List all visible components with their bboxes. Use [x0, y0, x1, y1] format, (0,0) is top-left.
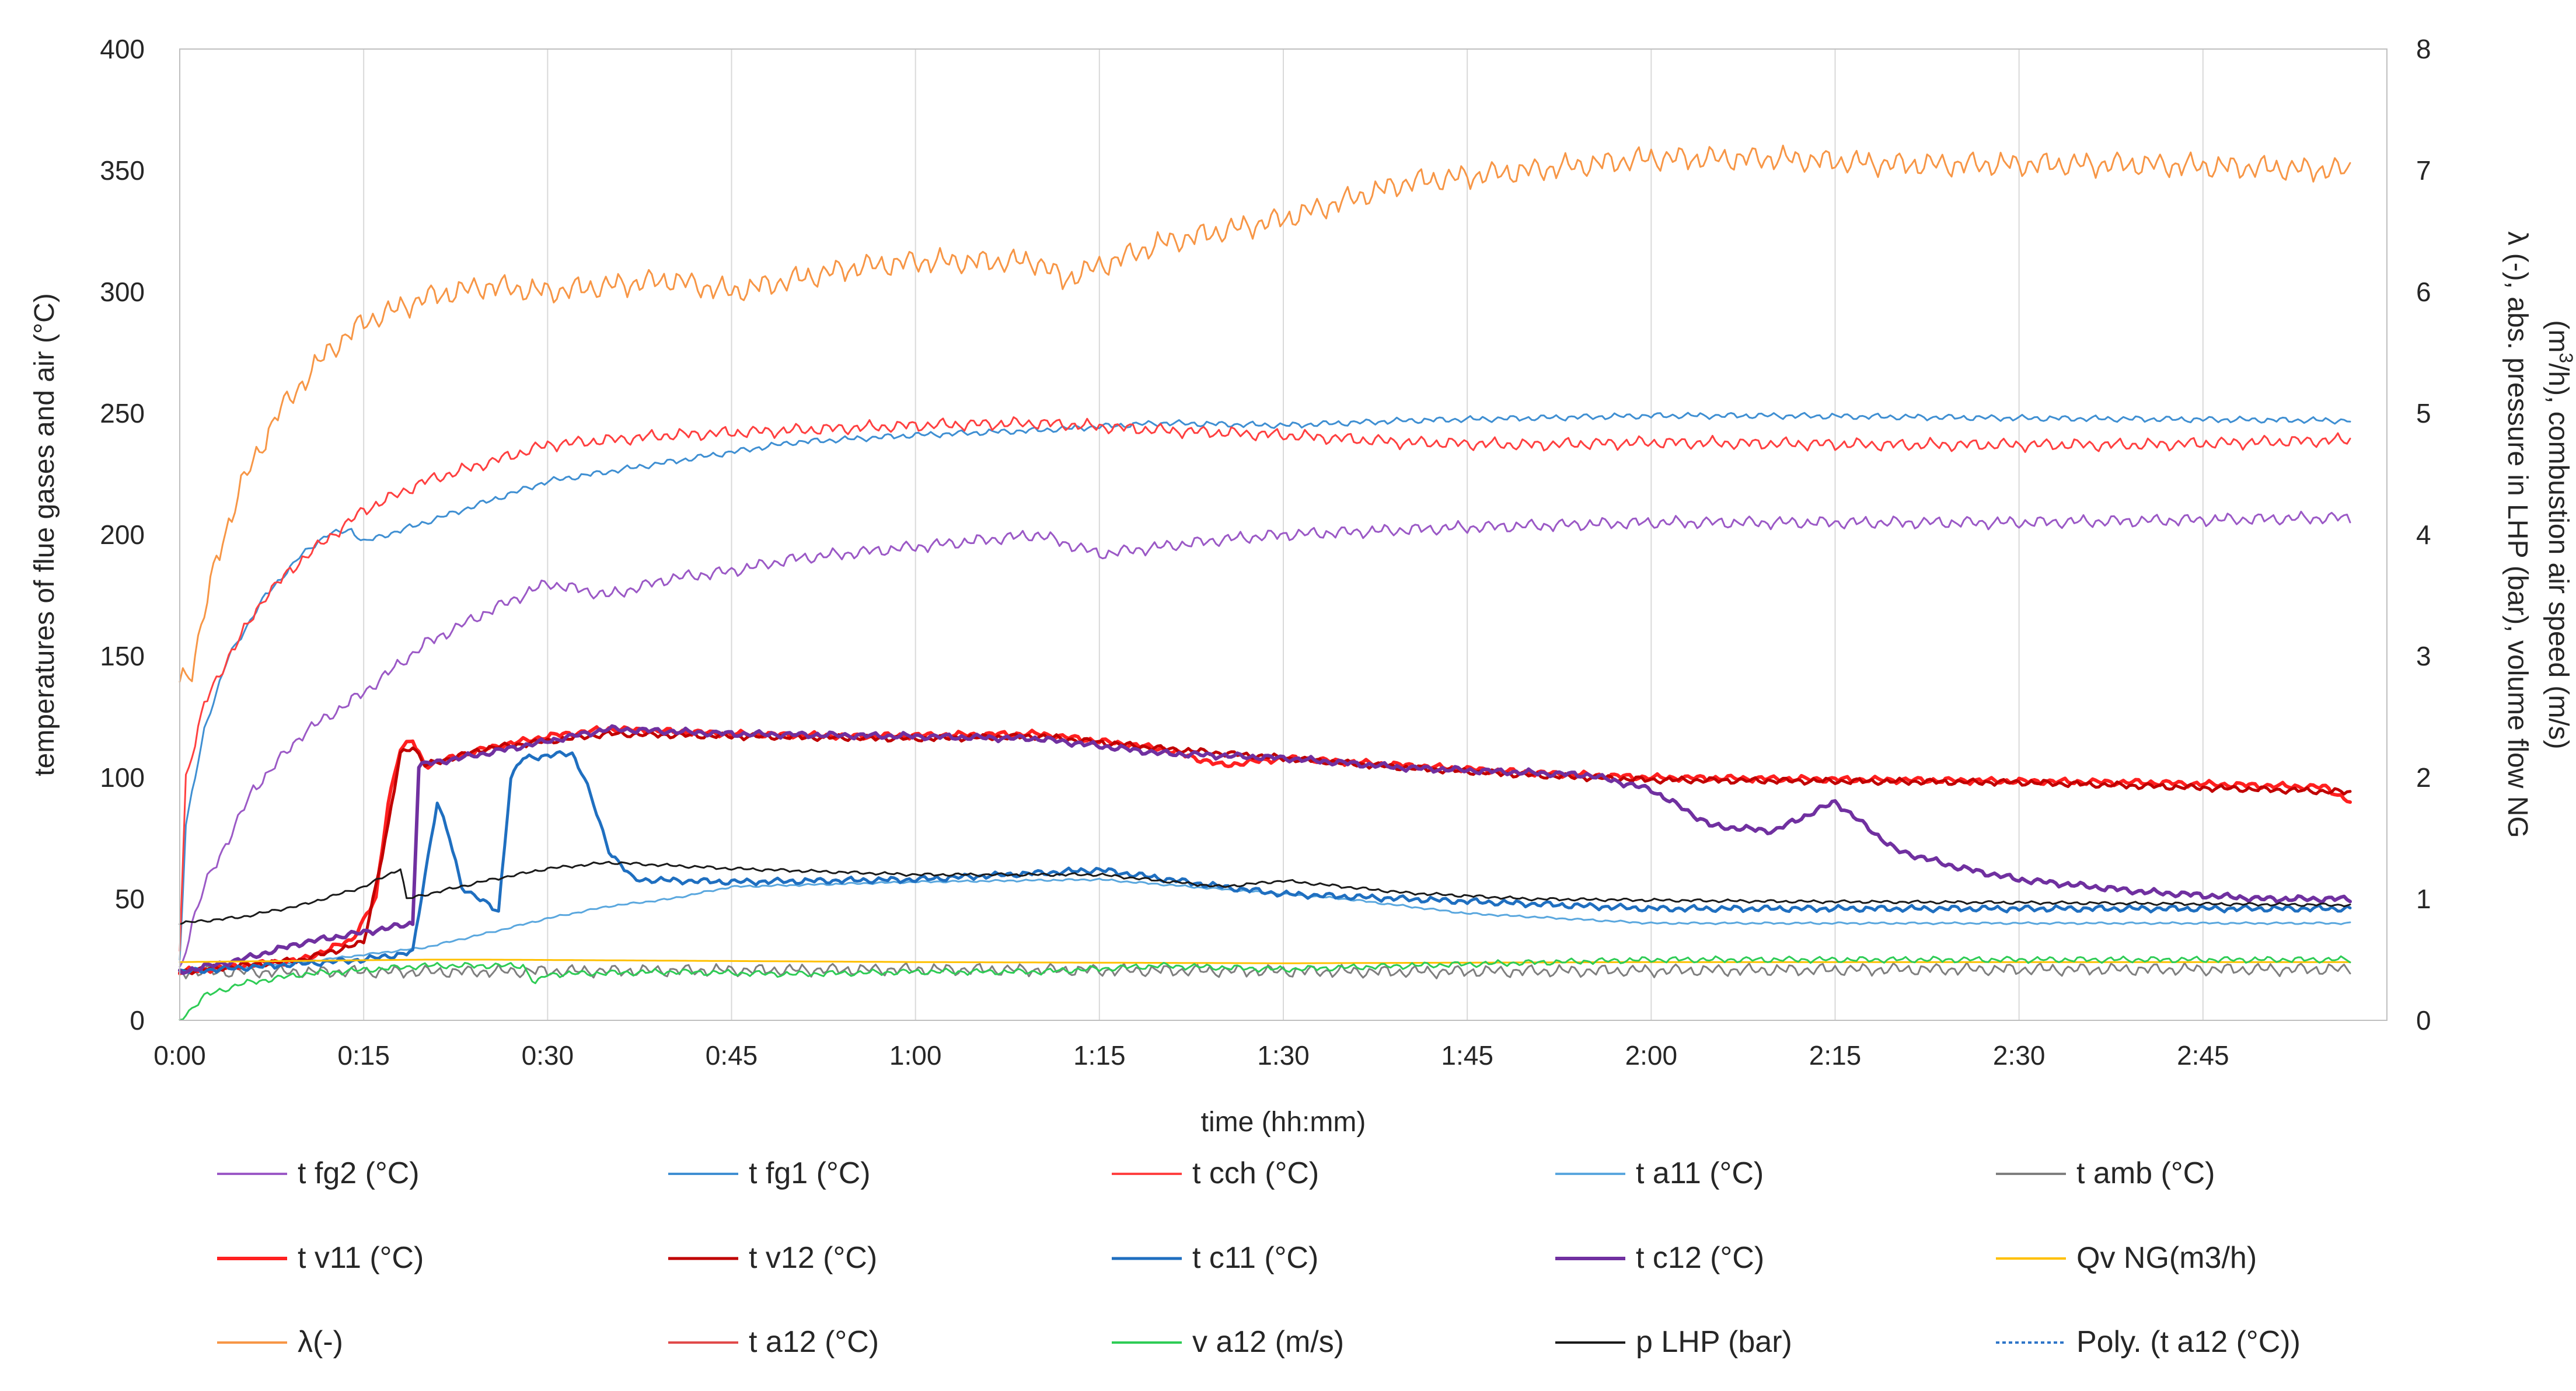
legend-label: t v11 (°C) — [298, 1241, 424, 1275]
y-right-tick-label: 1 — [2416, 884, 2431, 914]
legend-item: t cch (°C) — [1112, 1156, 1319, 1190]
y-right-axis-title-line1: λ (-), abs. pressure in LHP (bar), volum… — [2502, 231, 2533, 838]
legend-item: t amb (°C) — [1996, 1156, 2215, 1190]
y-left-tick-label: 0 — [130, 1005, 145, 1036]
y-right-tick-label: 0 — [2416, 1005, 2431, 1036]
axis-titles: time (hh:mm) temperatures of flue gases a… — [29, 231, 2576, 1138]
x-tick-label: 2:30 — [1993, 1040, 2046, 1071]
legend-label: p LHP (bar) — [1636, 1325, 1792, 1359]
x-tick-label: 2:00 — [1625, 1040, 1678, 1071]
x-tick-label: 2:15 — [1809, 1040, 1862, 1071]
y-right-tick-label: 3 — [2416, 641, 2431, 671]
x-tick-label: 1:00 — [889, 1040, 942, 1071]
legend-item: λ(-) — [217, 1325, 343, 1359]
legend-item: Qv NG(m3/h) — [1996, 1241, 2257, 1275]
legend-label: t amb (°C) — [2076, 1156, 2215, 1190]
plot-frame — [179, 48, 2387, 1021]
series-lines — [178, 144, 2352, 1021]
legend-item: p LHP (bar) — [1555, 1325, 1792, 1359]
legend-item: t fg2 (°C) — [217, 1156, 420, 1190]
legend-label: v a12 (m/s) — [1192, 1325, 1344, 1359]
y-right-axis-title-line2: (m3/h), combustion air speed (m/s) — [2543, 320, 2576, 749]
legend-label: Qv NG(m3/h) — [2076, 1241, 2257, 1275]
legend-label: t c11 (°C) — [1192, 1241, 1318, 1275]
legend-label: t a12 (°C) — [749, 1325, 879, 1359]
series-line — [179, 961, 2351, 979]
y-left-tick-label: 150 — [100, 641, 145, 671]
y-right-tick-label: 4 — [2416, 520, 2431, 550]
y-left-axis-title: temperatures of flue gases and air (°C) — [29, 293, 60, 776]
y-left-tick-label: 50 — [115, 884, 145, 914]
x-tick-label: 0:30 — [522, 1040, 574, 1071]
x-tick-label: 0:15 — [337, 1040, 390, 1071]
y-left-tick-label: 250 — [100, 398, 145, 428]
series-line — [178, 750, 2352, 974]
legend-label: t fg2 (°C) — [298, 1156, 420, 1190]
y-right-tick-label: 6 — [2416, 277, 2431, 307]
series-line — [179, 416, 2351, 952]
x-tick-label: 0:45 — [706, 1040, 758, 1071]
x-tick-label: 1:45 — [1441, 1040, 1493, 1071]
legend-item: t v11 (°C) — [217, 1241, 424, 1275]
y-left-tick-label: 200 — [100, 520, 145, 550]
legend-label: t a11 (°C) — [1636, 1156, 1764, 1190]
legend-item: t a12 (°C) — [668, 1325, 879, 1359]
y-right-tick-label: 8 — [2416, 34, 2431, 64]
y-left-tick-label: 300 — [100, 277, 145, 307]
series-line — [179, 412, 2351, 961]
legend-item: v a12 (m/s) — [1112, 1325, 1344, 1359]
vertical-gridlines — [179, 49, 2204, 1020]
x-tick-label: 1:30 — [1257, 1040, 1310, 1071]
legend-label: t c12 (°C) — [1636, 1241, 1764, 1275]
legend-item: Poly. (t a12 (°C)) — [1996, 1325, 2301, 1359]
y-left-tick-label: 400 — [100, 34, 145, 64]
y-right-tick-label: 5 — [2416, 398, 2431, 428]
y-right-tick-label: 7 — [2416, 155, 2431, 186]
x-tick-label: 0:00 — [153, 1040, 206, 1071]
legend-label: t fg1 (°C) — [749, 1156, 871, 1190]
tick-labels: 0 50 100 150 200 250 300 350 400 0 1 2 3 4 5 6 7 8 0:00 0:1… — [100, 34, 2431, 1071]
legend-item: t v12 (°C) — [668, 1241, 877, 1275]
y-left-tick-label: 100 — [100, 762, 145, 793]
legend-item: t fg1 (°C) — [668, 1156, 871, 1190]
x-tick-label: 1:15 — [1073, 1040, 1126, 1071]
legend-label: t v12 (°C) — [749, 1241, 877, 1275]
series-line — [178, 724, 2352, 975]
legend-label: λ(-) — [298, 1325, 343, 1359]
y-right-tick-label: 2 — [2416, 762, 2431, 793]
series-line — [179, 510, 2351, 968]
x-tick-label: 2:45 — [2177, 1040, 2229, 1071]
legend-item: t c12 (°C) — [1555, 1241, 1764, 1275]
legend-label: Poly. (t a12 (°C)) — [2076, 1325, 2301, 1359]
series-line — [179, 955, 2351, 1021]
series-line — [179, 144, 2351, 683]
series-line — [179, 860, 2351, 925]
legend: t fg2 (°C) t fg1 (°C) t cch (°C) t a11 (°C)… — [217, 1156, 2301, 1359]
y-left-tick-label: 350 — [100, 155, 145, 186]
legend-item: t c11 (°C) — [1112, 1241, 1318, 1275]
plot-area-border — [179, 48, 2387, 1021]
legend-label: t cch (°C) — [1192, 1156, 1319, 1190]
legend-item: t a11 (°C) — [1555, 1156, 1764, 1190]
x-axis-title: time (hh:mm) — [1201, 1107, 1366, 1138]
